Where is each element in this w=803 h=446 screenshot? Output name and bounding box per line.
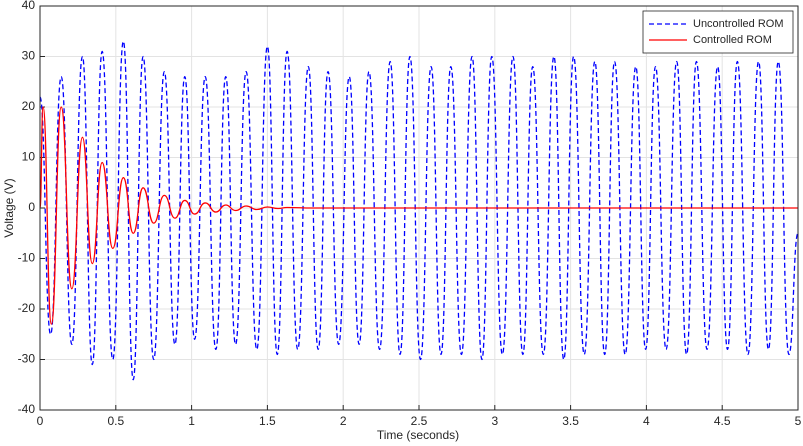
x-tick-label: 0 (37, 414, 44, 428)
y-tick-label: 0 (28, 200, 35, 214)
x-tick-label: 5 (795, 414, 802, 428)
x-tick-label: 1 (188, 414, 195, 428)
x-tick-label: 3 (491, 414, 498, 428)
x-tick-label: 4 (643, 414, 650, 428)
x-tick-label: 2 (340, 414, 347, 428)
legend-label: Uncontrolled ROM (693, 18, 783, 30)
y-tick-label: -20 (18, 301, 36, 315)
legend-box (642, 10, 794, 54)
x-axis-label: Time (seconds) (377, 428, 459, 442)
x-tick-label: 1.5 (259, 414, 276, 428)
y-tick-label: 40 (22, 0, 36, 12)
y-tick-label: -40 (18, 402, 36, 416)
y-tick-label: 20 (22, 99, 36, 113)
data-line (39, 40, 799, 381)
axes-box (39, 5, 799, 411)
y-tick-label: -10 (18, 251, 36, 265)
x-tick-label: 2.5 (411, 414, 428, 428)
data-line (39, 106, 798, 325)
y-tick-label: 10 (22, 150, 36, 164)
x-tick-label: 3.5 (562, 414, 579, 428)
legend-label: Controlled ROM (693, 34, 772, 46)
x-tick-label: 0.5 (107, 414, 124, 428)
y-axis-label: Voltage (V) (2, 178, 16, 237)
y-tick-label: 30 (22, 49, 36, 63)
x-tick-label: 4.5 (714, 414, 731, 428)
y-tick-label: -30 (18, 352, 36, 366)
